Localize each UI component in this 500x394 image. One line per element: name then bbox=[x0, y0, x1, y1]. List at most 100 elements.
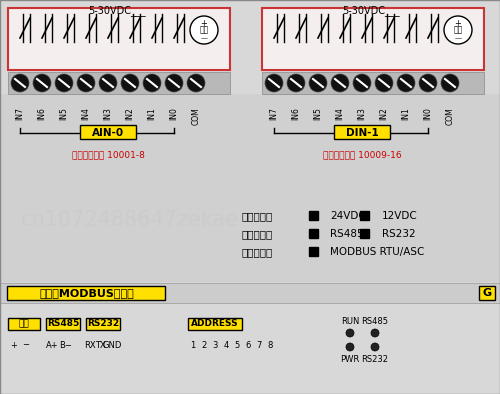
Bar bbox=[188, 318, 242, 330]
Text: GND: GND bbox=[102, 340, 122, 349]
Text: PWR: PWR bbox=[340, 355, 359, 364]
Text: 电源: 电源 bbox=[200, 26, 208, 35]
Text: 5: 5 bbox=[234, 340, 240, 349]
Text: IN0: IN0 bbox=[424, 107, 432, 120]
Circle shape bbox=[143, 74, 161, 92]
Text: IN3: IN3 bbox=[358, 107, 366, 120]
Text: 电源: 电源 bbox=[454, 26, 462, 35]
Text: IN2: IN2 bbox=[126, 107, 134, 120]
Circle shape bbox=[190, 16, 218, 44]
Text: IN2: IN2 bbox=[380, 107, 388, 120]
Text: TX: TX bbox=[94, 340, 106, 349]
Bar bbox=[7, 286, 165, 300]
Bar bbox=[262, 72, 484, 94]
Bar bbox=[334, 125, 390, 139]
Bar bbox=[479, 286, 495, 300]
Circle shape bbox=[346, 343, 354, 351]
Text: +: + bbox=[200, 19, 207, 28]
Circle shape bbox=[309, 74, 327, 92]
Text: COM: COM bbox=[446, 107, 454, 125]
Text: −: − bbox=[22, 340, 30, 349]
Text: +: + bbox=[454, 19, 462, 28]
Text: A+: A+ bbox=[46, 340, 59, 349]
Bar bbox=[262, 8, 484, 70]
Text: RS232: RS232 bbox=[87, 320, 119, 329]
Text: IN1: IN1 bbox=[402, 107, 410, 120]
Text: 1: 1 bbox=[190, 340, 196, 349]
Circle shape bbox=[353, 74, 371, 92]
Text: 高性能MODBUS控制器: 高性能MODBUS控制器 bbox=[40, 288, 134, 298]
Text: ADDRESS: ADDRESS bbox=[191, 320, 239, 329]
Text: IN6: IN6 bbox=[38, 107, 46, 120]
Text: 电源: 电源 bbox=[18, 320, 30, 329]
Circle shape bbox=[11, 74, 29, 92]
Circle shape bbox=[444, 16, 472, 44]
Text: AIN-0: AIN-0 bbox=[92, 128, 124, 138]
Bar bbox=[0, 93, 500, 208]
Bar bbox=[8, 318, 40, 330]
Text: RUN: RUN bbox=[341, 316, 359, 325]
Circle shape bbox=[397, 74, 415, 92]
Circle shape bbox=[331, 74, 349, 92]
Text: RS232: RS232 bbox=[382, 229, 416, 239]
Bar bbox=[8, 72, 230, 94]
Text: IN7: IN7 bbox=[270, 107, 278, 120]
Bar bbox=[309, 229, 318, 238]
Text: 24VDC: 24VDC bbox=[330, 211, 366, 221]
Circle shape bbox=[77, 74, 95, 92]
Text: IN3: IN3 bbox=[104, 107, 112, 120]
Circle shape bbox=[55, 74, 73, 92]
Text: cn1072488647zekae: cn1072488647zekae bbox=[21, 210, 239, 230]
Circle shape bbox=[165, 74, 183, 92]
Text: RS232: RS232 bbox=[362, 355, 388, 364]
Text: IN5: IN5 bbox=[60, 107, 68, 120]
Text: —: — bbox=[200, 35, 207, 41]
Text: MODBUS RTU/ASC: MODBUS RTU/ASC bbox=[330, 247, 424, 257]
Circle shape bbox=[287, 74, 305, 92]
Text: G: G bbox=[482, 288, 492, 298]
Text: +: + bbox=[10, 340, 18, 349]
Text: RS485: RS485 bbox=[362, 316, 388, 325]
Text: IN7: IN7 bbox=[16, 107, 24, 120]
Text: 2: 2 bbox=[202, 340, 206, 349]
Text: DIN-1: DIN-1 bbox=[346, 128, 378, 138]
Bar bbox=[8, 8, 230, 70]
Text: 寄存器地址： 10009-16: 寄存器地址： 10009-16 bbox=[322, 151, 402, 160]
Bar bbox=[0, 283, 500, 303]
Text: 通讯协议：: 通讯协议： bbox=[242, 247, 273, 257]
Bar bbox=[46, 318, 80, 330]
Text: IN5: IN5 bbox=[314, 107, 322, 120]
Bar bbox=[80, 125, 136, 139]
Bar bbox=[309, 211, 318, 220]
Circle shape bbox=[375, 74, 393, 92]
Text: 通讯接口：: 通讯接口： bbox=[242, 229, 273, 239]
Circle shape bbox=[265, 74, 283, 92]
Text: 4: 4 bbox=[224, 340, 228, 349]
Circle shape bbox=[419, 74, 437, 92]
Bar bbox=[360, 229, 369, 238]
Bar bbox=[0, 193, 500, 281]
Circle shape bbox=[441, 74, 459, 92]
Text: 5-30VDC___: 5-30VDC___ bbox=[88, 5, 146, 16]
Bar bbox=[0, 303, 500, 394]
Text: COM: COM bbox=[192, 107, 200, 125]
Bar bbox=[360, 211, 369, 220]
Text: 6: 6 bbox=[246, 340, 250, 349]
Circle shape bbox=[187, 74, 205, 92]
Text: 12VDC: 12VDC bbox=[382, 211, 418, 221]
Circle shape bbox=[121, 74, 139, 92]
Text: 8: 8 bbox=[268, 340, 272, 349]
Text: 5-30VDC___: 5-30VDC___ bbox=[342, 5, 400, 16]
Text: IN4: IN4 bbox=[82, 107, 90, 120]
Text: 供电电压：: 供电电压： bbox=[242, 211, 273, 221]
Text: —: — bbox=[454, 35, 462, 41]
Circle shape bbox=[99, 74, 117, 92]
Text: RS485: RS485 bbox=[330, 229, 364, 239]
Text: IN1: IN1 bbox=[148, 107, 156, 120]
Text: IN0: IN0 bbox=[170, 107, 178, 120]
Text: RS485: RS485 bbox=[47, 320, 79, 329]
Bar bbox=[86, 318, 120, 330]
Text: RX: RX bbox=[84, 340, 96, 349]
Text: 寄存器地址： 10001-8: 寄存器地址： 10001-8 bbox=[72, 151, 144, 160]
Text: IN4: IN4 bbox=[336, 107, 344, 120]
